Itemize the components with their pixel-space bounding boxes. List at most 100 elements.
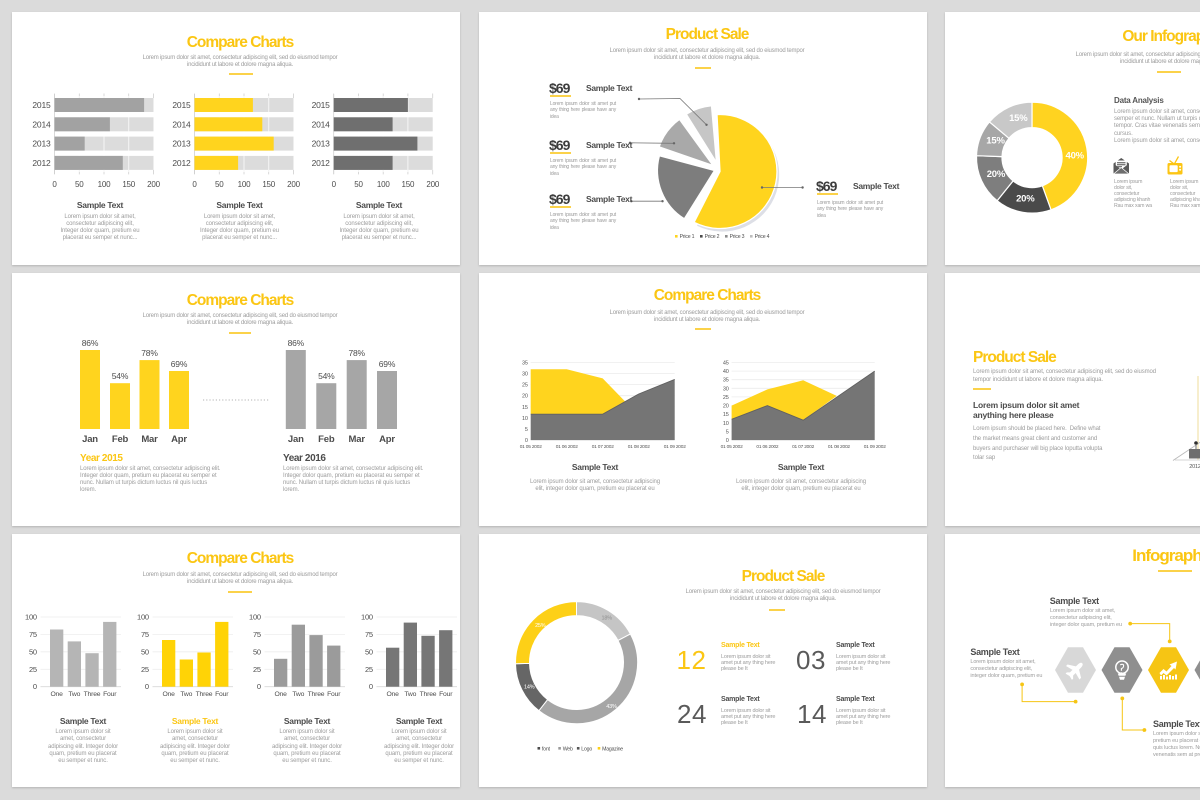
svg-text:0: 0 [192, 180, 197, 189]
svg-text:5: 5 [525, 427, 528, 433]
svg-text:Mar: Mar [141, 434, 158, 445]
svg-text:100: 100 [25, 613, 37, 622]
svg-text:86%: 86% [288, 338, 305, 348]
svg-text:20: 20 [723, 404, 729, 410]
svg-text:54%: 54% [318, 371, 335, 381]
svg-text:35: 35 [522, 361, 528, 367]
svg-text:30: 30 [723, 386, 729, 392]
svg-text:2015: 2015 [312, 100, 331, 110]
svg-text:43%: 43% [606, 704, 617, 710]
svg-text:2014: 2014 [172, 119, 191, 129]
svg-text:0: 0 [257, 682, 261, 691]
svg-text:01 08 2002: 01 08 2002 [828, 444, 851, 450]
svg-text:25: 25 [141, 665, 149, 674]
svg-text:Two: Two [68, 691, 80, 698]
svg-text:15%: 15% [986, 136, 1005, 147]
svg-text:50: 50 [215, 180, 224, 189]
svg-text:01 09 2002: 01 09 2002 [664, 444, 687, 450]
svg-text:0: 0 [33, 682, 37, 691]
svg-text:200: 200 [287, 180, 300, 189]
svg-text:Logo: Logo [581, 747, 592, 753]
svg-text:5: 5 [726, 429, 729, 435]
svg-text:50: 50 [365, 647, 373, 656]
svg-text:15: 15 [723, 412, 729, 418]
svg-text:50: 50 [29, 647, 37, 656]
svg-text:25: 25 [253, 665, 261, 674]
svg-text:2012: 2012 [1189, 464, 1200, 470]
svg-text:01 06 2002: 01 06 2002 [556, 444, 579, 450]
svg-text:200: 200 [147, 180, 160, 189]
svg-text:25: 25 [29, 665, 37, 674]
svg-text:2012: 2012 [32, 158, 51, 168]
svg-text:Four: Four [103, 691, 117, 698]
svg-text:Two: Two [404, 691, 416, 698]
svg-text:35: 35 [723, 378, 729, 384]
svg-text:One: One [162, 691, 175, 698]
svg-text:50: 50 [354, 180, 363, 189]
svg-text:Jan: Jan [82, 434, 98, 445]
svg-text:14%: 14% [524, 685, 535, 691]
svg-text:01 05 2002: 01 05 2002 [520, 444, 543, 450]
svg-text:200: 200 [426, 180, 439, 189]
svg-text:150: 150 [402, 180, 415, 189]
svg-text:150: 150 [122, 180, 135, 189]
svg-text:font: font [542, 747, 551, 753]
svg-text:30: 30 [522, 372, 528, 378]
svg-text:2015: 2015 [32, 100, 51, 110]
svg-text:18%: 18% [601, 616, 612, 622]
svg-text:0: 0 [726, 438, 729, 444]
svg-text:100: 100 [98, 180, 111, 189]
svg-text:Apr: Apr [379, 434, 395, 445]
svg-text:25: 25 [365, 665, 373, 674]
svg-text:100: 100 [249, 613, 261, 622]
svg-text:100: 100 [377, 180, 390, 189]
svg-text:2014: 2014 [312, 119, 331, 129]
svg-text:01 07 2002: 01 07 2002 [792, 444, 815, 450]
svg-text:100: 100 [361, 613, 373, 622]
svg-text:Four: Four [327, 691, 341, 698]
svg-text:78%: 78% [141, 348, 158, 358]
svg-text:2013: 2013 [312, 139, 331, 149]
svg-text:20%: 20% [1016, 194, 1035, 205]
svg-text:75: 75 [365, 630, 373, 639]
svg-text:69%: 69% [379, 359, 396, 369]
svg-text:54%: 54% [112, 371, 129, 381]
svg-text:50: 50 [253, 647, 261, 656]
svg-text:15: 15 [522, 405, 528, 411]
svg-text:Two: Two [180, 691, 192, 698]
svg-text:Four: Four [439, 691, 453, 698]
svg-text:2012: 2012 [312, 158, 331, 168]
svg-text:45: 45 [723, 361, 729, 367]
svg-text:75: 75 [253, 630, 261, 639]
svg-text:01 08 2002: 01 08 2002 [628, 444, 651, 450]
svg-text:0: 0 [332, 180, 337, 189]
svg-text:15%: 15% [1009, 113, 1028, 124]
svg-text:Feb: Feb [318, 434, 335, 445]
svg-text:75: 75 [29, 630, 37, 639]
svg-text:Four: Four [215, 691, 229, 698]
svg-text:Price 2: Price 2 [705, 234, 720, 240]
svg-text:Three: Three [196, 691, 213, 698]
svg-text:0: 0 [52, 180, 57, 189]
svg-text:100: 100 [238, 180, 251, 189]
svg-text:0: 0 [145, 682, 149, 691]
svg-text:20: 20 [522, 394, 528, 400]
svg-text:Three: Three [420, 691, 437, 698]
svg-text:One: One [274, 691, 287, 698]
svg-text:86%: 86% [82, 338, 99, 348]
svg-text:50: 50 [141, 647, 149, 656]
svg-text:01 07 2002: 01 07 2002 [592, 444, 615, 450]
svg-text:Web: Web [563, 747, 573, 753]
svg-text:Mar: Mar [349, 434, 366, 445]
svg-text:75: 75 [141, 630, 149, 639]
svg-text:10: 10 [723, 421, 729, 427]
svg-text:Price 4: Price 4 [755, 234, 770, 240]
svg-text:40: 40 [723, 369, 729, 375]
svg-text:One: One [50, 691, 63, 698]
svg-text:69%: 69% [171, 359, 188, 369]
svg-text:40%: 40% [1065, 151, 1084, 162]
svg-text:Feb: Feb [112, 434, 129, 445]
svg-text:One: One [386, 691, 399, 698]
svg-text:01 05 2002: 01 05 2002 [721, 444, 744, 450]
svg-text:01 09 2002: 01 09 2002 [864, 444, 887, 450]
